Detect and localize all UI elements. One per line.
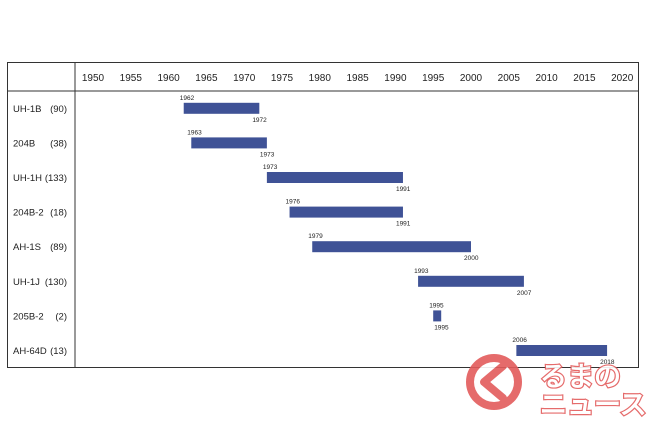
row-name-label: UH-1B — [13, 104, 42, 115]
row-count-label: (18) — [50, 208, 67, 219]
logo-text-top: るまの — [540, 362, 621, 392]
bar-end-label: 1972 — [252, 117, 267, 124]
x-tick-label: 1970 — [233, 73, 256, 84]
logo-chevron-icon — [480, 362, 507, 402]
range-bar — [266, 172, 403, 183]
chart-row: 205B-2 (2) 1995 1995 — [13, 302, 449, 331]
bar-start-label: 1979 — [308, 233, 323, 240]
row-count-label: (13) — [50, 346, 67, 357]
logo-text-bottom: ニュース — [540, 390, 647, 420]
range-bar — [516, 345, 608, 356]
kurumano-news-logo: るまの ニュース — [466, 354, 648, 421]
bar-start-label: 1973 — [263, 164, 278, 171]
chart-row: UH-1B (90) 1962 1972 — [13, 95, 267, 124]
logo-inner-circle — [474, 362, 514, 402]
row-count-label: (90) — [50, 104, 67, 115]
x-tick-label: 1975 — [271, 73, 294, 84]
range-bar — [312, 241, 471, 253]
bar-start-label: 1995 — [429, 302, 444, 309]
row-name-label: UH-1J — [13, 277, 40, 288]
chart-row: UH-1H (133) 1973 1991 — [13, 164, 411, 193]
bar-start-label: 1976 — [286, 199, 301, 206]
bar-start-label: 2006 — [512, 337, 527, 344]
bar-start-label: 1962 — [180, 95, 195, 102]
bar-end-label: 1973 — [260, 151, 275, 158]
range-bar — [289, 206, 403, 218]
x-tick-label: 1980 — [309, 73, 332, 84]
row-count-label: (130) — [45, 277, 67, 288]
x-axis-ticks: 1950 1955 1960 1965 1970 1975 1980 1985 1990 1995… — [82, 73, 634, 84]
x-tick-label: 1990 — [384, 73, 407, 84]
row-name-label: 205B-2 — [13, 311, 44, 322]
chart-row: AH-1S (89) 1979 2000 — [13, 233, 479, 262]
x-tick-label: 2020 — [611, 73, 634, 84]
row-count-label: (2) — [55, 311, 67, 322]
bar-end-label: 1991 — [396, 221, 411, 228]
x-tick-label: 1955 — [120, 73, 143, 84]
x-tick-label: 1960 — [157, 73, 180, 84]
range-bar — [418, 275, 524, 287]
x-tick-label: 1950 — [82, 73, 105, 84]
x-tick-label: 2005 — [498, 73, 521, 84]
bar-end-label: 2018 — [600, 359, 615, 366]
chart-row: AH-64D (13) 2006 2018 — [13, 337, 615, 366]
row-count-label: (133) — [45, 173, 67, 184]
x-tick-label: 1965 — [195, 73, 218, 84]
x-tick-label: 2015 — [573, 73, 596, 84]
range-bar — [191, 137, 267, 149]
chart-row: 204B-2 (18) 1976 1991 — [13, 199, 411, 228]
bar-end-label: 1995 — [434, 324, 449, 331]
x-tick-label: 2010 — [535, 73, 558, 84]
x-tick-label: 1985 — [346, 73, 369, 84]
bar-start-label: 1993 — [414, 268, 429, 275]
bar-end-label: 2000 — [464, 255, 479, 262]
x-tick-label: 1995 — [422, 73, 445, 84]
row-name-label: 204B — [13, 138, 35, 149]
range-bar — [183, 102, 260, 114]
x-tick-label: 2000 — [460, 73, 483, 84]
bar-end-label: 2007 — [517, 290, 532, 297]
bar-start-label: 1963 — [187, 129, 202, 136]
chart-row: 204B (38) 1963 1973 — [13, 129, 275, 158]
row-name-label: AH-1S — [13, 242, 41, 253]
row-name-label: 204B-2 — [13, 208, 44, 219]
row-count-label: (38) — [50, 138, 67, 149]
bar-end-label: 1991 — [396, 186, 411, 193]
chart-row: UH-1J (130) 1993 2007 — [13, 268, 532, 297]
row-name-label: AH-64D — [13, 346, 47, 357]
range-bar — [433, 310, 442, 322]
row-name-label: UH-1H — [13, 173, 42, 184]
row-count-label: (89) — [50, 242, 67, 253]
